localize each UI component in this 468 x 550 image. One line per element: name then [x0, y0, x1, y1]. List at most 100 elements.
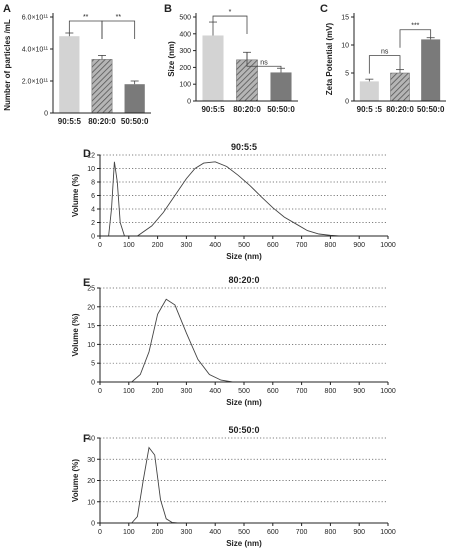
x-tick-label: 80:20:0	[88, 117, 116, 126]
panel-letter: C	[320, 3, 328, 15]
chart-panel-a: A 0 2.0×10¹¹ 4.0×10¹¹ 6.0×10¹¹ Number of part…	[3, 3, 151, 126]
y-tick-label: 20	[87, 304, 95, 311]
x-tick-label: 200	[152, 242, 164, 249]
y-tick-label: 0	[91, 521, 95, 528]
x-tick-label: 50:50:0	[417, 105, 445, 114]
x-tick-label: 0	[98, 388, 102, 395]
significance-label: ns	[260, 59, 268, 66]
x-tick-label: 1000	[380, 529, 396, 536]
y-tick-label: 6	[91, 193, 95, 200]
y-tick-label: 10	[87, 166, 95, 173]
significance-bracket	[101, 20, 136, 39]
significance-label: **	[83, 14, 89, 21]
x-tick-label: 500	[238, 529, 250, 536]
y-tick-label: 5	[345, 71, 349, 78]
x-axis-label: Size (nm)	[226, 539, 262, 548]
chart-title: 80:20:0	[228, 275, 259, 285]
chart-panel-c: C 0 5 10 15 Zeta Potential (mV) 90:5 :5 80:20:0…	[320, 3, 446, 114]
y-tick-label: 6.0×10¹¹	[22, 15, 49, 22]
y-tick-label: 2.0×10¹¹	[22, 79, 49, 86]
significance-bracket	[246, 52, 282, 69]
series-line	[131, 298, 233, 383]
significance-label: *	[229, 9, 232, 16]
y-axis-label: Volume (%)	[71, 174, 80, 217]
bar-3	[421, 39, 441, 101]
panel-letter: A	[3, 3, 11, 15]
y-tick-label: 15	[87, 323, 95, 330]
x-tick-label: 500	[238, 388, 250, 395]
y-tick-label: 10	[341, 43, 349, 50]
y-tick-label: 4.0×10¹¹	[22, 47, 49, 54]
y-tick-label: 40	[87, 436, 95, 443]
x-tick-label: 200	[152, 388, 164, 395]
y-tick-label: 20	[87, 478, 95, 485]
bar-1	[359, 81, 379, 101]
panel-letter: F	[83, 433, 90, 445]
significance-bracket	[212, 15, 248, 35]
y-axis-label: Zeta Potential (mV)	[325, 22, 334, 95]
y-tick-label: 300	[179, 48, 191, 55]
y-tick-label: 0	[91, 380, 95, 387]
bar-2	[91, 59, 113, 114]
x-tick-label: 600	[267, 242, 279, 249]
x-tick-label: 800	[325, 388, 337, 395]
y-tick-label: 10	[87, 342, 95, 349]
x-tick-label: 700	[296, 388, 308, 395]
y-axis-label: Number of particles /mL	[3, 19, 12, 111]
chart-title: 50:50:0	[228, 425, 259, 435]
x-tick-label: 900	[353, 242, 365, 249]
chart-panel-d: D 0 2 4 6 8 10 12 Volume (%) 90:5:5 0 100 200 300 400 5…	[71, 142, 396, 261]
y-tick-label: 0	[345, 99, 349, 106]
y-tick-label: 30	[87, 457, 95, 464]
x-tick-label: 50:50:0	[121, 117, 149, 126]
x-axis-label: Size (nm)	[226, 398, 262, 407]
x-tick-label: 50:50:0	[267, 105, 295, 114]
x-tick-label: 200	[152, 529, 164, 536]
chart-panel-b: B 0 100 200 300 400 500 Size (nm) 90:5:5 80:20:0 5…	[164, 3, 298, 114]
x-tick-label: 900	[353, 529, 365, 536]
panel-letter: D	[83, 148, 91, 160]
x-tick-label: 300	[181, 242, 193, 249]
x-axis-label: Size (nm)	[226, 252, 262, 261]
x-tick-label: 400	[209, 529, 221, 536]
x-tick-label: 1000	[380, 242, 396, 249]
bar-3	[124, 84, 145, 113]
chart-title: 90:5:5	[231, 142, 257, 152]
chart-root: A 0 2.0×10¹¹ 4.0×10¹¹ 6.0×10¹¹ Number of part…	[3, 3, 446, 548]
bar-2	[390, 72, 410, 102]
x-tick-label: 80:20:0	[233, 105, 261, 114]
y-tick-label: 0	[91, 234, 95, 241]
y-tick-label: 8	[91, 180, 95, 187]
y-tick-label: 500	[179, 15, 191, 22]
y-tick-label: 2	[91, 220, 95, 227]
x-tick-label: 700	[296, 529, 308, 536]
x-tick-label: 900	[353, 388, 365, 395]
x-tick-label: 90:5:5	[58, 117, 82, 126]
x-tick-label: 100	[123, 388, 135, 395]
y-tick-label: 10	[87, 499, 95, 506]
y-axis-label: Volume (%)	[71, 313, 80, 356]
bar-1	[59, 36, 80, 114]
y-tick-label: 15	[341, 15, 349, 22]
y-tick-label: 25	[87, 286, 95, 293]
y-tick-label: 200	[179, 65, 191, 72]
bar-1	[202, 35, 224, 102]
x-tick-label: 0	[98, 242, 102, 249]
panel-letter: B	[164, 3, 172, 15]
bar-3	[270, 72, 292, 101]
y-tick-label: 4	[91, 207, 95, 214]
y-tick-label: 0	[44, 111, 48, 118]
chart-panel-f: F 0 10 20 30 40 Volume (%) 50:50:0 0 100 200 300 400…	[71, 425, 396, 548]
x-tick-label: 600	[267, 388, 279, 395]
y-tick-label: 400	[179, 31, 191, 38]
x-tick-label: 300	[181, 529, 193, 536]
x-tick-label: 800	[325, 242, 337, 249]
x-tick-label: 500	[238, 242, 250, 249]
y-axis-label: Volume (%)	[71, 459, 80, 502]
y-tick-label: 12	[87, 153, 95, 160]
x-tick-label: 800	[325, 529, 337, 536]
significance-bracket	[368, 55, 401, 74]
y-tick-label: 100	[179, 82, 191, 89]
significance-label: ns	[381, 49, 389, 56]
